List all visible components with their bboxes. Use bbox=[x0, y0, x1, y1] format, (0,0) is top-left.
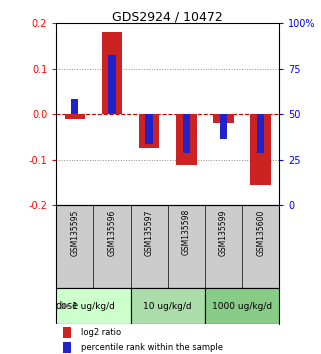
Text: GSM135597: GSM135597 bbox=[145, 209, 154, 256]
Bar bbox=[205, 288, 279, 324]
Bar bbox=[176, 114, 196, 165]
Bar bbox=[108, 55, 116, 114]
Title: GDS2924 / 10472: GDS2924 / 10472 bbox=[112, 10, 223, 23]
Text: percentile rank within the sample: percentile rank within the sample bbox=[81, 343, 223, 352]
Text: GSM135599: GSM135599 bbox=[219, 209, 228, 256]
Text: dose: dose bbox=[56, 301, 79, 311]
Bar bbox=[145, 114, 153, 144]
Text: log2 ratio: log2 ratio bbox=[81, 328, 121, 337]
Bar bbox=[71, 99, 78, 114]
Text: GSM135598: GSM135598 bbox=[182, 209, 191, 256]
Text: GSM135596: GSM135596 bbox=[108, 209, 117, 256]
Text: 10 ug/kg/d: 10 ug/kg/d bbox=[143, 302, 192, 310]
Text: GSM135600: GSM135600 bbox=[256, 209, 265, 256]
Text: 1000 ug/kg/d: 1000 ug/kg/d bbox=[212, 302, 272, 310]
Bar bbox=[65, 114, 85, 119]
Bar bbox=[63, 327, 71, 338]
Text: GSM135595: GSM135595 bbox=[70, 209, 79, 256]
Bar bbox=[131, 288, 205, 324]
Bar bbox=[56, 288, 131, 324]
Bar bbox=[220, 114, 227, 139]
Bar bbox=[139, 114, 159, 148]
Bar bbox=[213, 114, 234, 123]
Bar bbox=[250, 114, 271, 184]
Bar bbox=[102, 32, 122, 114]
Bar bbox=[257, 114, 265, 153]
Bar bbox=[183, 114, 190, 153]
Bar bbox=[63, 342, 71, 353]
Text: 1 ug/kg/d: 1 ug/kg/d bbox=[72, 302, 115, 310]
